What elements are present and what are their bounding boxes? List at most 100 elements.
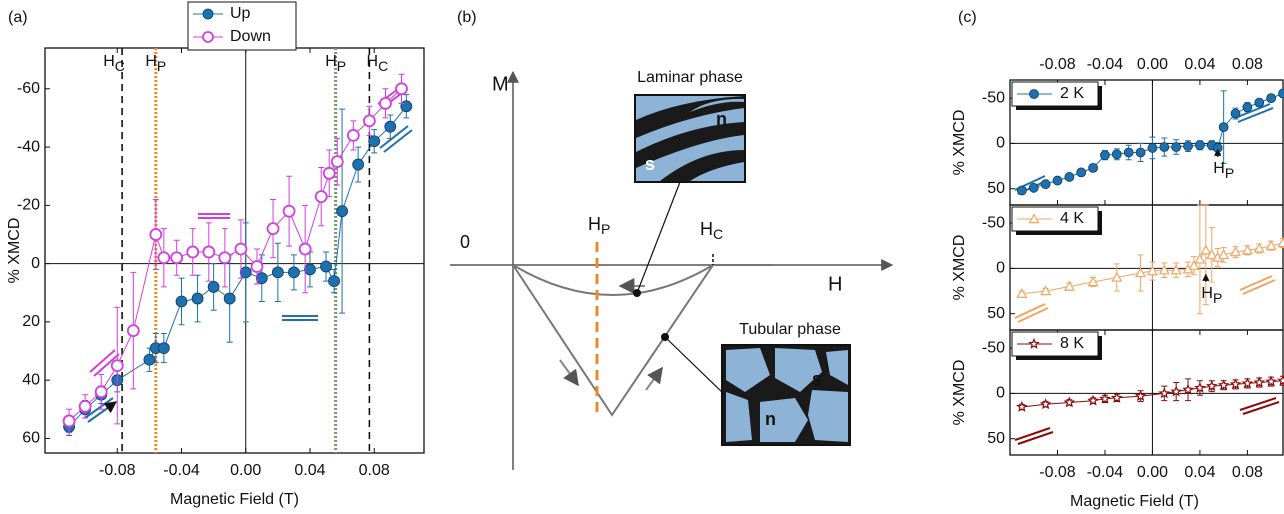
- point: [80, 401, 91, 412]
- point: [1184, 385, 1193, 393]
- origin-label: 0: [460, 232, 470, 252]
- point: [203, 32, 213, 42]
- point: [284, 206, 295, 217]
- y-tick-label: 50: [987, 305, 1005, 322]
- point: [1124, 148, 1133, 157]
- point: [150, 229, 161, 240]
- label-main: H: [103, 53, 115, 70]
- y-tick-label: -20: [17, 197, 40, 214]
- x-tick-label: -0.04: [1087, 464, 1124, 481]
- y-tick-label: 0: [996, 385, 1005, 402]
- point: [369, 136, 380, 147]
- point: [268, 223, 279, 234]
- point: [176, 296, 187, 307]
- x-tick-label: 0.08: [1232, 464, 1263, 481]
- x-tick-label: -0.04: [163, 462, 200, 479]
- hp-sub: P: [601, 221, 610, 237]
- legend: 2 K: [1012, 82, 1102, 110]
- point: [364, 115, 375, 126]
- point: [1243, 379, 1252, 387]
- arrow: [560, 360, 578, 385]
- y-axis-label: % XMCD: [951, 235, 968, 301]
- figure: (b) M 0 H HP HC Laminar phase n s Tubula…: [0, 0, 1284, 514]
- point: [219, 252, 230, 263]
- x-axis-label: Magnetic Field (T): [1070, 493, 1199, 510]
- point: [1219, 123, 1228, 132]
- point: [171, 252, 182, 263]
- point: [1267, 377, 1276, 385]
- leader-dot: [661, 333, 669, 341]
- point: [1148, 143, 1157, 152]
- legend-label: Up: [230, 5, 251, 22]
- point: [1136, 392, 1145, 400]
- y-tick-label: 50: [987, 430, 1005, 447]
- laminar-title: Laminar phase: [637, 69, 743, 86]
- legend: 4 K: [1012, 207, 1102, 235]
- sub-label: HP: [145, 53, 166, 73]
- y-tick-label: 50: [987, 180, 1005, 197]
- point: [1255, 378, 1264, 386]
- point: [1065, 172, 1074, 181]
- leader-dot: [633, 289, 641, 297]
- point: [1195, 255, 1204, 263]
- label-main: H: [1201, 285, 1213, 302]
- point: [158, 343, 169, 354]
- point: [1267, 94, 1276, 103]
- label-main: H: [145, 53, 157, 70]
- point: [224, 293, 235, 304]
- x-tick-label: 0.00: [230, 462, 261, 479]
- point: [1201, 246, 1210, 254]
- point: [203, 246, 214, 257]
- label-main: H: [367, 53, 379, 70]
- point: [1160, 143, 1169, 152]
- hp-label: HP: [588, 214, 610, 237]
- point: [1219, 381, 1228, 389]
- point: [235, 244, 246, 255]
- y-tick-label: -50: [982, 89, 1005, 106]
- point: [1279, 239, 1284, 247]
- diagram: (b) M 0 H HP HC Laminar phase n s Tubula…: [450, 9, 892, 470]
- point: [96, 386, 107, 397]
- point: [112, 360, 123, 371]
- point: [396, 83, 407, 94]
- point: [1041, 400, 1050, 408]
- legend-label: 2 K: [1060, 85, 1084, 102]
- x-tick-label: 0.04: [1184, 464, 1215, 481]
- point: [1195, 141, 1204, 150]
- x-tick-label: 0.00: [1137, 56, 1168, 73]
- point: [1279, 376, 1284, 384]
- point: [337, 206, 348, 217]
- point: [1208, 382, 1217, 390]
- point: [348, 130, 359, 141]
- point: [240, 267, 251, 278]
- point: [1041, 180, 1050, 189]
- panel-label: (a): [8, 9, 28, 26]
- point: [256, 273, 267, 284]
- point: [401, 101, 412, 112]
- point: [64, 415, 75, 426]
- point: [158, 252, 169, 263]
- x-tick-label: -0.08: [1039, 464, 1076, 481]
- point: [1255, 98, 1264, 107]
- laminar-n: n: [716, 109, 727, 129]
- x-tick-label: -0.08: [1039, 56, 1076, 73]
- y-axis-label: % XMCD: [951, 110, 968, 176]
- point: [272, 267, 283, 278]
- point: [353, 159, 364, 170]
- tubular-image: [722, 345, 850, 445]
- point: [1029, 183, 1038, 192]
- point: [304, 264, 315, 275]
- point: [321, 261, 332, 272]
- y-tick-label: -60: [17, 80, 40, 97]
- label-sub: P: [337, 58, 346, 74]
- point: [1279, 89, 1284, 98]
- y-axis-label: % XMCD: [6, 218, 23, 284]
- x-tick-label: -0.08: [99, 462, 136, 479]
- point: [1196, 384, 1205, 392]
- label-sub: P: [1225, 165, 1234, 181]
- y-tick-label: 20: [22, 313, 40, 330]
- point: [332, 156, 343, 167]
- point: [1160, 389, 1169, 397]
- point: [1172, 143, 1181, 152]
- point: [1030, 90, 1039, 99]
